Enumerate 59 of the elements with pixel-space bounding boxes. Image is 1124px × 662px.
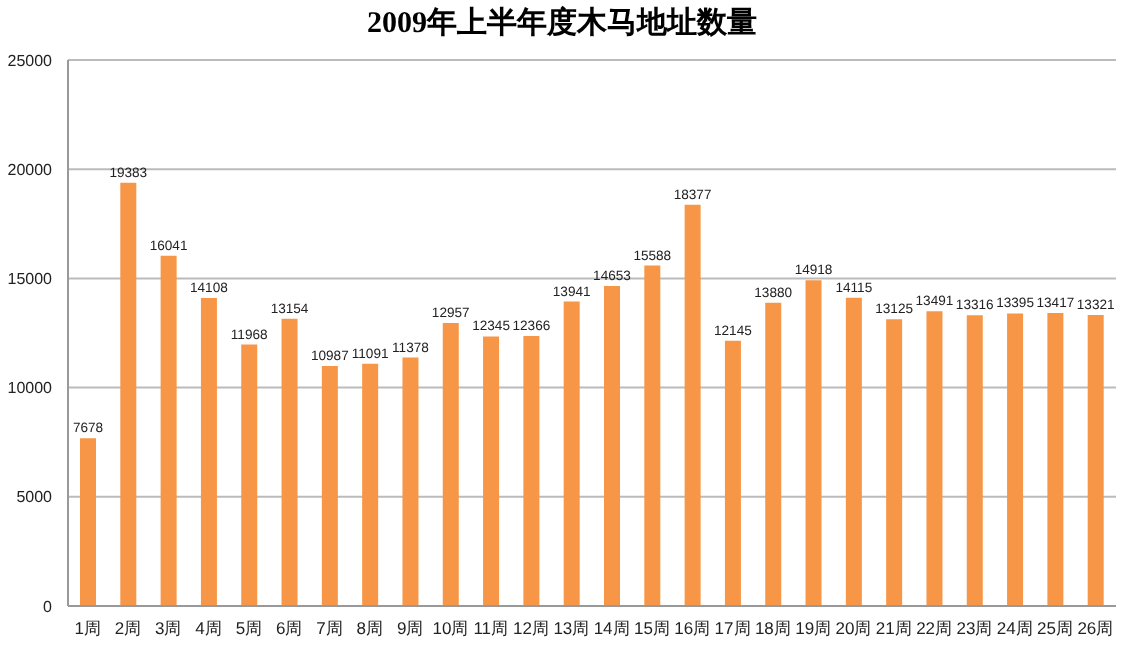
x-tick-label: 22周 [916,618,954,639]
bar [1087,315,1104,606]
x-tick-label: 13周 [553,618,591,639]
chart-title: 2009年上半年度木马地址数量 [365,4,759,44]
bar [604,285,620,606]
bar [724,340,741,606]
bar [765,302,782,606]
bar [886,319,903,606]
bar [805,280,822,606]
y-tick-label: 20000 [7,160,54,179]
y-tick-label: 15000 [7,270,54,289]
bar [200,297,217,606]
bar [362,363,379,606]
x-tick-label: 4周 [195,618,223,639]
y-tick-label: 25000 [7,51,54,70]
x-tick-label: 5周 [235,618,264,639]
bar [241,344,258,606]
x-tick-label: 12周 [513,618,551,639]
x-tick-label: 15周 [633,618,671,639]
x-tick-label: 19周 [795,618,833,639]
x-tick-label: 3周 [155,618,183,639]
bar [1007,313,1024,606]
bar [402,357,419,606]
x-tick-label: 25周 [1037,618,1075,639]
x-tick-label: 24周 [996,618,1034,639]
x-tick-label: 8周 [356,618,385,639]
bar [684,204,701,606]
bar [442,323,459,606]
x-tick-label: 9周 [396,618,425,639]
bar [483,336,500,606]
x-tick-label: 14周 [593,618,631,639]
x-tick-label: 21周 [875,618,913,639]
x-tick-label: 18周 [754,618,792,639]
x-tick-label: 17周 [714,618,752,639]
bar [80,438,96,606]
bar [845,297,862,606]
x-tick-label: 10周 [432,618,470,639]
bar [523,335,540,606]
x-tick-label: 11周 [473,618,510,639]
x-tick-label: 20周 [835,618,873,639]
x-tick-label: 26周 [1077,618,1115,639]
bar [966,315,983,606]
bar [926,311,943,606]
x-tick-label: 16周 [674,618,712,639]
x-tick-label: 7周 [316,618,344,639]
bar [160,255,177,606]
bar [321,366,338,606]
y-tick-label: 0 [43,597,54,616]
bar [563,301,580,606]
y-tick-label: 5000 [16,488,54,507]
bar [644,265,661,606]
bar [120,182,137,606]
bar [1047,312,1064,606]
x-tick-label: 1周 [74,618,102,639]
x-tick-label: 6周 [275,618,304,639]
y-tick-label: 10000 [7,379,54,398]
x-tick-label: 2周 [114,618,143,639]
bar [281,318,298,606]
x-tick-label: 23周 [956,618,994,639]
